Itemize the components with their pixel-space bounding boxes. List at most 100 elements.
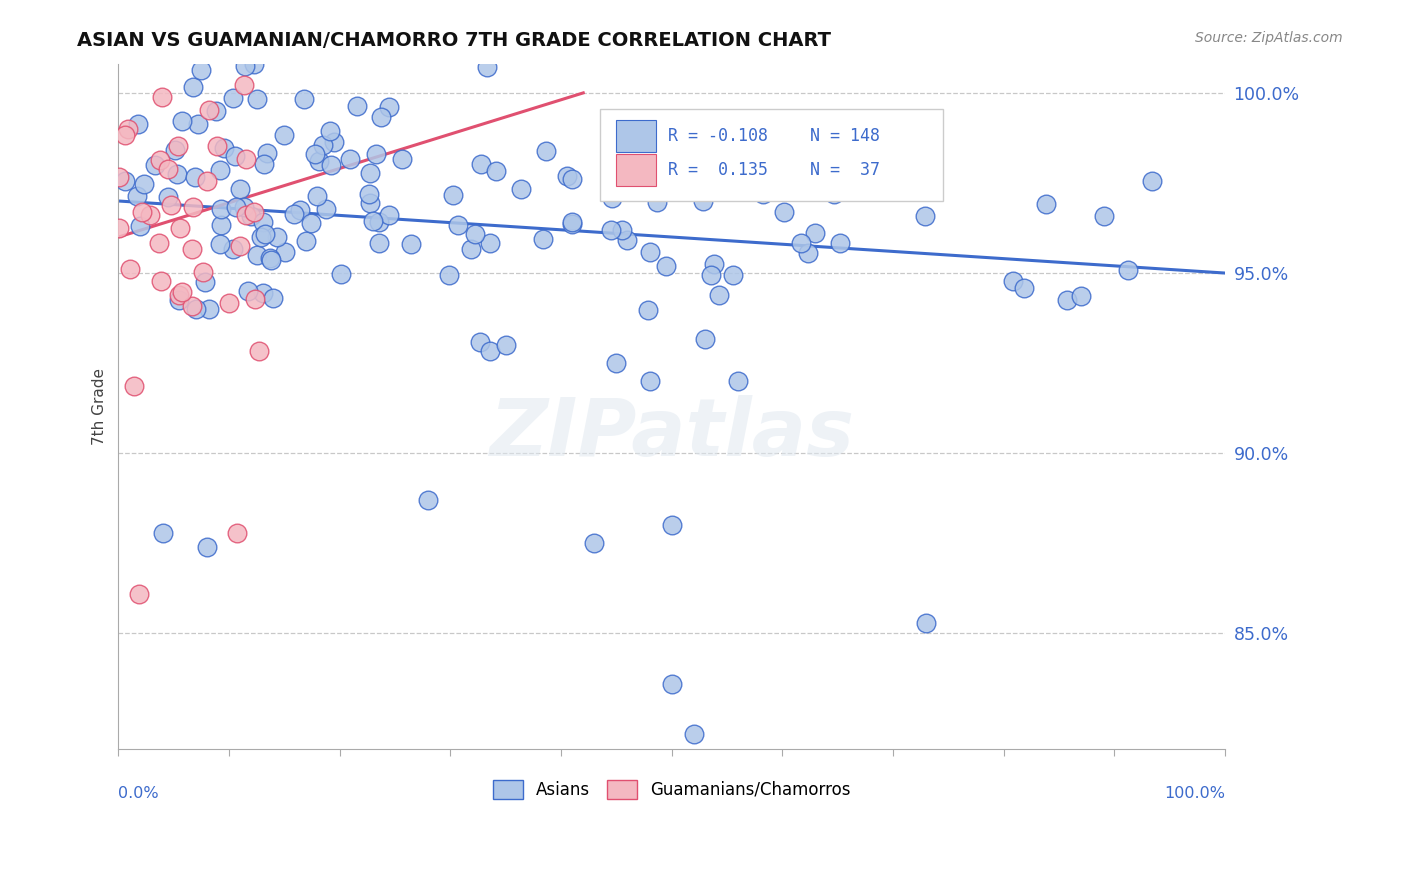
Point	[160, 198, 183, 212]
Point	[208, 163, 231, 178]
Point	[668, 184, 690, 198]
Point	[232, 39, 254, 54]
Point	[170, 285, 193, 300]
Point	[319, 158, 342, 172]
Point	[359, 195, 381, 210]
Point	[197, 103, 219, 117]
Point	[359, 186, 381, 201]
Point	[744, 177, 766, 191]
Point	[166, 167, 188, 181]
Point	[370, 110, 392, 124]
Text: ASIAN VS GUAMANIAN/CHAMORRO 7TH GRADE CORRELATION CHART: ASIAN VS GUAMANIAN/CHAMORRO 7TH GRADE CO…	[77, 31, 831, 50]
Point	[239, 209, 262, 223]
FancyBboxPatch shape	[616, 120, 657, 152]
Point	[661, 518, 683, 533]
FancyBboxPatch shape	[600, 109, 943, 201]
Point	[378, 208, 401, 222]
Point	[1094, 209, 1116, 223]
Point	[283, 207, 305, 221]
Point	[359, 166, 381, 180]
Point	[361, 214, 384, 228]
Point	[583, 536, 606, 550]
Point	[323, 136, 346, 150]
Point	[157, 162, 180, 177]
Point	[329, 267, 352, 281]
Point	[198, 301, 221, 316]
Point	[149, 153, 172, 168]
Point	[391, 152, 413, 166]
Point	[152, 525, 174, 540]
Point	[790, 235, 813, 250]
Point	[295, 234, 318, 248]
Point	[250, 230, 273, 244]
Point	[128, 587, 150, 601]
Point	[181, 242, 204, 256]
Point	[683, 727, 706, 741]
Point	[235, 59, 257, 73]
Point	[252, 214, 274, 228]
Point	[209, 202, 232, 216]
Point	[114, 128, 136, 142]
Text: N = 148: N = 148	[810, 127, 880, 145]
Point	[187, 117, 209, 131]
Point	[166, 139, 188, 153]
Point	[1035, 196, 1057, 211]
Point	[107, 220, 129, 235]
Point	[803, 226, 825, 240]
Point	[259, 251, 281, 265]
Point	[124, 378, 146, 392]
Point	[555, 169, 578, 183]
Point	[727, 374, 749, 388]
Point	[118, 40, 141, 54]
Point	[107, 170, 129, 185]
Point	[243, 57, 266, 71]
Point	[1002, 274, 1025, 288]
Point	[367, 215, 389, 229]
Point	[108, 41, 131, 55]
Point	[915, 615, 938, 630]
Point	[308, 154, 330, 169]
Point	[876, 146, 898, 161]
Point	[218, 295, 240, 310]
Point	[364, 147, 387, 161]
Point	[439, 268, 461, 282]
Point	[1116, 263, 1139, 277]
Point	[914, 209, 936, 223]
Point	[243, 205, 266, 219]
Point	[655, 259, 678, 273]
Point	[600, 223, 623, 237]
Point	[118, 262, 141, 277]
Point	[485, 163, 508, 178]
Point	[828, 235, 851, 250]
Point	[157, 189, 180, 203]
Point	[346, 99, 368, 113]
Point	[128, 219, 150, 233]
Point	[222, 91, 245, 105]
Point	[167, 293, 190, 307]
Point	[702, 256, 724, 270]
Point	[229, 181, 252, 195]
Point	[692, 194, 714, 208]
Point	[707, 287, 730, 301]
Point	[252, 286, 274, 301]
Point	[148, 235, 170, 250]
Point	[181, 200, 204, 214]
Point	[1056, 293, 1078, 308]
Point	[184, 302, 207, 317]
Point	[184, 169, 207, 184]
Point	[247, 344, 270, 359]
Point	[243, 292, 266, 306]
Point	[616, 233, 638, 247]
Point	[229, 238, 252, 252]
Point	[172, 113, 194, 128]
Point	[605, 182, 627, 196]
Point	[127, 117, 149, 131]
Point	[225, 200, 247, 214]
Point	[125, 188, 148, 202]
Point	[195, 174, 218, 188]
Point	[695, 332, 717, 346]
Text: Source: ZipAtlas.com: Source: ZipAtlas.com	[1195, 31, 1343, 45]
Point	[139, 208, 162, 222]
Point	[132, 177, 155, 191]
Point	[772, 205, 794, 219]
